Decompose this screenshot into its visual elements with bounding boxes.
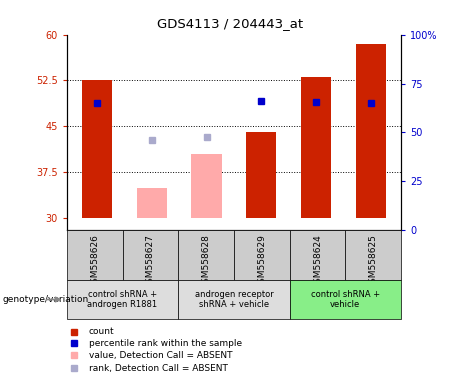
Bar <box>178 230 234 280</box>
Text: GSM558627: GSM558627 <box>146 234 155 289</box>
Bar <box>356 44 386 218</box>
Bar <box>191 154 222 218</box>
Bar <box>178 280 290 319</box>
Text: androgen receptor
shRNA + vehicle: androgen receptor shRNA + vehicle <box>195 290 273 309</box>
Bar <box>82 81 112 218</box>
Text: GDS4113 / 204443_at: GDS4113 / 204443_at <box>158 17 303 30</box>
Text: count: count <box>89 328 114 336</box>
Bar <box>137 187 167 218</box>
Bar <box>345 230 401 280</box>
Text: GSM558624: GSM558624 <box>313 234 322 289</box>
Text: rank, Detection Call = ABSENT: rank, Detection Call = ABSENT <box>89 364 227 373</box>
Text: GSM558628: GSM558628 <box>201 234 211 289</box>
Bar <box>123 230 178 280</box>
Bar <box>67 230 123 280</box>
Text: control shRNA +
androgen R1881: control shRNA + androgen R1881 <box>88 290 158 309</box>
Text: genotype/variation: genotype/variation <box>2 295 89 304</box>
Bar <box>290 280 401 319</box>
Bar <box>246 132 277 218</box>
Text: percentile rank within the sample: percentile rank within the sample <box>89 339 242 348</box>
Text: GSM558626: GSM558626 <box>90 234 99 289</box>
Bar <box>290 230 345 280</box>
Bar <box>234 230 290 280</box>
Text: control shRNA +
vehicle: control shRNA + vehicle <box>311 290 380 309</box>
Bar <box>301 78 331 218</box>
Bar <box>67 280 178 319</box>
Text: value, Detection Call = ABSENT: value, Detection Call = ABSENT <box>89 351 232 360</box>
Text: GSM558629: GSM558629 <box>257 234 266 289</box>
Text: GSM558625: GSM558625 <box>369 234 378 289</box>
